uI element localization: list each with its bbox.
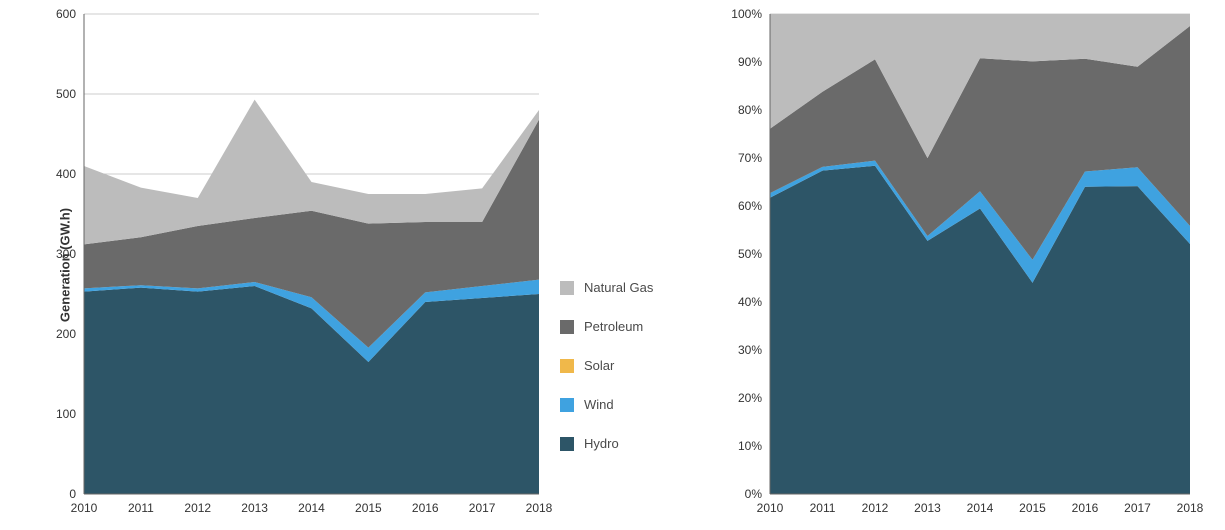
y-tick-label: 10% bbox=[738, 439, 762, 453]
x-tick-label: 2012 bbox=[184, 501, 211, 515]
legend-label: Natural Gas bbox=[584, 280, 653, 295]
legend-label: Wind bbox=[584, 397, 614, 412]
legend-swatch-petroleum bbox=[560, 320, 574, 334]
y-tick-label: 90% bbox=[738, 55, 762, 69]
x-tick-label: 2015 bbox=[355, 501, 382, 515]
y-tick-label: 50% bbox=[738, 247, 762, 261]
x-tick-label: 2016 bbox=[412, 501, 439, 515]
x-tick-label: 2013 bbox=[914, 501, 941, 515]
area-hydro bbox=[84, 286, 539, 494]
x-tick-label: 2018 bbox=[526, 501, 553, 515]
legend-panel: Natural Gas Petroleum Solar Wind Hydro bbox=[560, 0, 710, 530]
y-tick-label: 70% bbox=[738, 151, 762, 165]
legend-swatch-wind bbox=[560, 398, 574, 412]
legend-swatch-natural_gas bbox=[560, 281, 574, 295]
right-chart-panel: 0% 10% 20% 30% 40% 50% 60% 70% 80% 90% 100% 2010 201… bbox=[710, 0, 1210, 530]
y-tick-label: 0% bbox=[745, 487, 763, 501]
y-tick-label: 500 bbox=[56, 87, 76, 101]
x-tick-label: 2017 bbox=[1124, 501, 1151, 515]
legend-swatch-solar bbox=[560, 359, 574, 373]
y-tick-label: 80% bbox=[738, 103, 762, 117]
y-tick-label: 200 bbox=[56, 327, 76, 341]
x-tick-label: 2010 bbox=[71, 501, 98, 515]
left-chart-svg: 0100200300400500600201020112012201320142… bbox=[0, 0, 560, 530]
legend-item-petroleum: Petroleum bbox=[560, 319, 710, 334]
y-tick-label: 30% bbox=[738, 343, 762, 357]
y-tick-label: 0 bbox=[69, 487, 76, 501]
left-y-axis-label: Generation (GW.h) bbox=[58, 208, 73, 322]
x-tick-label: 2017 bbox=[469, 501, 496, 515]
right-chart-svg: 0% 10% 20% 30% 40% 50% 60% 70% 80% 90% 100% 2010 201… bbox=[710, 0, 1210, 530]
y-tick-label: 100 bbox=[56, 407, 76, 421]
y-tick-label: 600 bbox=[56, 7, 76, 21]
y-tick-label: 100% bbox=[731, 7, 762, 21]
y-tick-label: 400 bbox=[56, 167, 76, 181]
left-chart-panel: Generation (GW.h) 0100200300400500600201… bbox=[0, 0, 560, 530]
x-tick-label: 2011 bbox=[810, 501, 836, 515]
legend-swatch-hydro bbox=[560, 437, 574, 451]
x-tick-label: 2012 bbox=[862, 501, 889, 515]
legend-item-hydro: Hydro bbox=[560, 436, 710, 451]
legend-label: Solar bbox=[584, 358, 614, 373]
x-tick-label: 2010 bbox=[757, 501, 784, 515]
y-tick-label: 20% bbox=[738, 391, 762, 405]
legend-label: Petroleum bbox=[584, 319, 643, 334]
area-hydro bbox=[770, 166, 1190, 494]
x-tick-label: 2015 bbox=[1019, 501, 1046, 515]
y-tick-label: 40% bbox=[738, 295, 762, 309]
x-tick-label: 2011 bbox=[128, 501, 154, 515]
x-tick-label: 2014 bbox=[967, 501, 994, 515]
x-tick-label: 2016 bbox=[1072, 501, 1099, 515]
x-tick-label: 2018 bbox=[1177, 501, 1204, 515]
chart-container: Generation (GW.h) 0100200300400500600201… bbox=[0, 0, 1225, 530]
legend-item-wind: Wind bbox=[560, 397, 710, 412]
y-tick-label: 60% bbox=[738, 199, 762, 213]
legend-item-natural_gas: Natural Gas bbox=[560, 280, 710, 295]
x-tick-label: 2013 bbox=[241, 501, 268, 515]
legend-item-solar: Solar bbox=[560, 358, 710, 373]
x-tick-label: 2014 bbox=[298, 501, 325, 515]
legend-label: Hydro bbox=[584, 436, 619, 451]
